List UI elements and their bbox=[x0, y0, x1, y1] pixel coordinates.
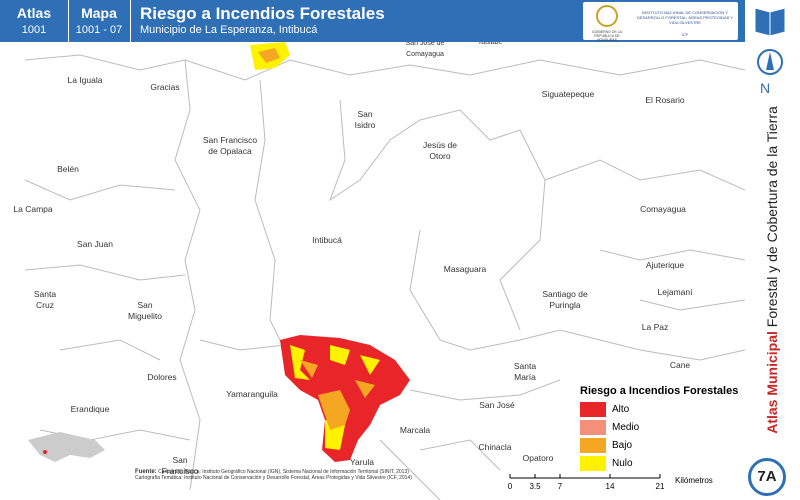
scale-tick: 14 bbox=[605, 482, 615, 491]
place-label: Santa bbox=[514, 361, 536, 371]
sources: Fuente: Cartografía Básica: Instituto Ge… bbox=[135, 469, 495, 481]
emblem bbox=[596, 5, 618, 27]
place-label: San bbox=[357, 109, 372, 119]
legend-label: Alto bbox=[612, 403, 630, 415]
scale-unit: Kilómetros bbox=[675, 476, 713, 485]
place-label: San José bbox=[479, 400, 515, 410]
inset-map bbox=[28, 432, 105, 462]
place-label: Belén bbox=[57, 164, 79, 174]
logo-inst: INSTITUTO NACIONAL DE CONSERVACIÓN Y DES… bbox=[636, 10, 734, 25]
municipality-risk bbox=[250, 42, 410, 462]
sheet-badge: 7A bbox=[748, 458, 786, 496]
place-label: Comayagua bbox=[406, 51, 444, 58]
header: Atlas 1001 Mapa 1001 - 07 Riesgo a Incendi… bbox=[0, 0, 745, 42]
place-label: Isidro bbox=[355, 120, 376, 130]
place-label: San bbox=[137, 300, 152, 310]
place-label: Marcala bbox=[400, 425, 431, 435]
place-label: de Opalaca bbox=[208, 146, 252, 156]
logo-abbr: ICF bbox=[681, 32, 689, 37]
place-label: María bbox=[514, 372, 536, 382]
icons bbox=[754, 7, 786, 75]
source-2: Cartografía Temática: Instituto Nacional… bbox=[135, 475, 412, 481]
place-label: Yamaranguila bbox=[226, 389, 278, 399]
legend: Riesgo a Incendios Forestales Alto Medio Ba… bbox=[580, 385, 738, 472]
place-label: Francisco bbox=[162, 466, 199, 476]
place-label: La Campa bbox=[13, 204, 52, 214]
place-label: Taulabé bbox=[478, 39, 503, 46]
place-label: Santa bbox=[34, 289, 56, 299]
legend-swatch bbox=[580, 401, 606, 417]
place-label: Siguatepeque bbox=[542, 89, 595, 99]
atlas-bold: Atlas Municipal bbox=[764, 331, 780, 434]
place-label: Dolores bbox=[147, 372, 176, 382]
map-bg bbox=[0, 42, 745, 500]
atlas-label: Atlas bbox=[16, 5, 52, 21]
logos: GOBIERNO DE LA REPÚBLICA DE HONDURAS INS… bbox=[583, 2, 738, 42]
place-label: Yarula bbox=[350, 457, 374, 467]
atlas-code: 1001 bbox=[21, 24, 47, 36]
legend-title: Riesgo a Incendios Forestales bbox=[580, 385, 739, 397]
place-label: Otoro bbox=[429, 151, 451, 161]
place-label: Masaguara bbox=[444, 264, 487, 274]
logo-gov: GOBIERNO DE LA REPÚBLICA DE HONDURAS bbox=[592, 30, 622, 42]
sidebar bbox=[745, 0, 800, 500]
north-label: N bbox=[760, 80, 771, 96]
place-label: Cruz bbox=[36, 300, 54, 310]
legend-item: Medio bbox=[580, 418, 738, 436]
legend-swatch bbox=[580, 419, 606, 435]
place-label: Intibucá bbox=[312, 235, 342, 245]
place-label: Puringla bbox=[549, 300, 580, 310]
place-label: Gracias bbox=[150, 82, 179, 92]
place-label: Comayagua bbox=[640, 204, 686, 214]
legend-item: Bajo bbox=[580, 436, 738, 454]
legend-swatch bbox=[580, 437, 606, 453]
map-code: 1001 - 07 bbox=[75, 24, 123, 36]
scale-tick: 7 bbox=[557, 482, 563, 491]
atlas-rest: Forestal y de Cobertura de la Tierra bbox=[764, 106, 780, 328]
place-label: Lejamaní bbox=[658, 287, 694, 297]
place-label: San Francisco bbox=[203, 135, 258, 145]
place-label: Opatoro bbox=[523, 453, 554, 463]
legend-label: Bajo bbox=[612, 439, 633, 451]
place-label: San bbox=[172, 455, 187, 465]
place-label: Santiago de bbox=[542, 289, 588, 299]
place-label: La Iguala bbox=[68, 75, 103, 85]
legend-label: Medio bbox=[612, 421, 640, 433]
place-label: San José de bbox=[406, 40, 445, 47]
scale-tick: 0 bbox=[507, 482, 513, 491]
scale-tick: 3.5 bbox=[529, 482, 541, 491]
title: Riesgo a Incendios Forestales bbox=[140, 4, 385, 23]
scale-tick: 21 bbox=[655, 482, 665, 491]
atlas-vertical: Atlas Municipal Forestal y de Cobertura … bbox=[764, 106, 780, 434]
source-label: Fuente: bbox=[135, 469, 157, 475]
place-label: Jesús de bbox=[423, 140, 457, 150]
source-1: Cartografía Básica: Instituto Geográfico… bbox=[158, 469, 409, 475]
boundaries bbox=[24, 54, 745, 500]
place-label: El Rosario bbox=[645, 95, 684, 105]
place-label: San Juan bbox=[77, 239, 113, 249]
legend-swatch bbox=[580, 455, 606, 471]
legend-label: Nulo bbox=[612, 457, 633, 469]
place-label: Erandique bbox=[71, 404, 110, 414]
place-label: Cane bbox=[670, 360, 691, 370]
place-label: Ajuterique bbox=[646, 260, 685, 270]
map-label: Mapa bbox=[81, 5, 117, 21]
scale-graphic bbox=[509, 474, 661, 479]
place-label: Chinacla bbox=[478, 442, 511, 452]
legend-item: Nulo bbox=[580, 454, 738, 472]
legend-item: Alto bbox=[580, 400, 738, 418]
place-label: Miguelito bbox=[128, 311, 162, 321]
subtitle: Municipio de La Esperanza, Intibucá bbox=[140, 24, 318, 36]
place-label: La Paz bbox=[642, 322, 668, 332]
